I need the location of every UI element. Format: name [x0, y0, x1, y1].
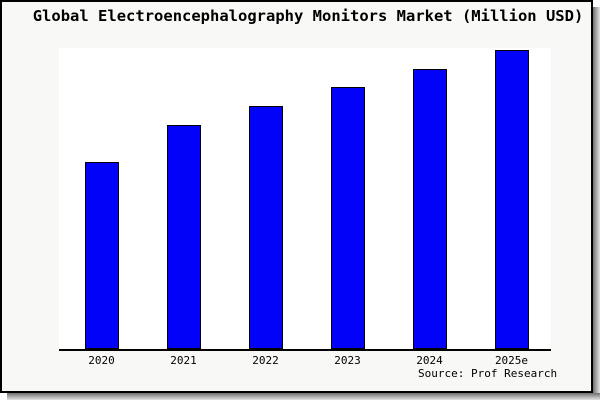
- plot-area: [59, 48, 551, 351]
- bar-2024: [412, 69, 447, 349]
- chart-title: Global Electroencephalography Monitors M…: [32, 7, 584, 25]
- x-tick-label-2022: 2022: [252, 354, 279, 367]
- drop-shadow-bottom: [7, 393, 600, 400]
- bar-2023: [330, 87, 365, 349]
- x-tick-label-2021: 2021: [170, 354, 197, 367]
- x-tick-label-2020: 2020: [88, 354, 115, 367]
- bar-2020: [84, 162, 119, 349]
- bar-2022: [248, 106, 283, 349]
- chart-card: Global Electroencephalography Monitors M…: [0, 0, 593, 393]
- bar-2025e: [494, 50, 529, 349]
- x-tick-label-2024: 2024: [416, 354, 443, 367]
- x-tick-label-2023: 2023: [334, 354, 361, 367]
- x-tick-label-2025e: 2025e: [494, 354, 529, 367]
- x-axis-labels: 2020 2021 2022 2023 2024 2025e: [59, 354, 551, 368]
- source-note: Source: Prof Research: [418, 367, 558, 380]
- drop-shadow-right: [593, 7, 600, 400]
- bar-2021: [166, 125, 201, 349]
